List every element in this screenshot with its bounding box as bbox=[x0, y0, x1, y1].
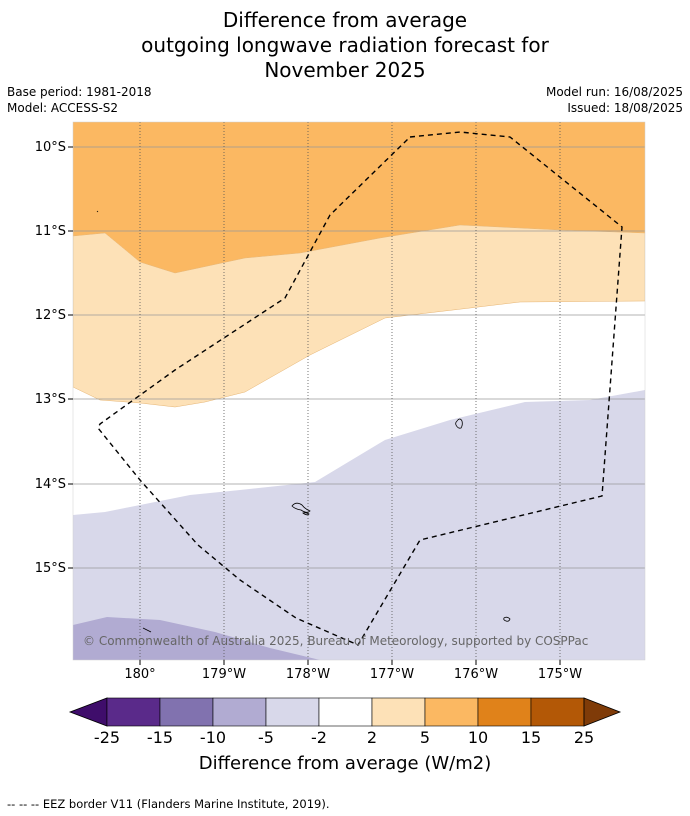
y-axis: 10°S 11°S 12°S 13°S 14°S 15°S bbox=[35, 140, 73, 576]
colorbar-segment bbox=[318, 697, 373, 727]
eez-footnote: -- -- -- EEZ border V11 (Flanders Marine… bbox=[7, 797, 330, 811]
colorbar-segment bbox=[106, 697, 161, 727]
y-tick-label: 14°S bbox=[35, 477, 66, 492]
anomaly-region-purple-light bbox=[73, 390, 645, 660]
y-tick-label: 12°S bbox=[35, 308, 66, 323]
colorbar-segment bbox=[530, 697, 585, 727]
x-tick-label: 179°W bbox=[202, 667, 246, 682]
colorbar-tick-label: 2 bbox=[367, 728, 377, 747]
colorbar-tick-label: 15 bbox=[521, 728, 541, 747]
island-north-west bbox=[96, 210, 99, 213]
colorbar-tick-label: -15 bbox=[147, 728, 173, 747]
colorbar-segment bbox=[424, 697, 479, 727]
colorbar-title: Difference from average (W/m2) bbox=[198, 753, 492, 774]
island-futuna bbox=[291, 502, 311, 513]
x-tick-label: 180° bbox=[124, 667, 155, 682]
colorbar-tick-label: -5 bbox=[258, 728, 274, 747]
model-name: Model: ACCESS-S2 bbox=[7, 101, 119, 115]
x-tick-label: 177°W bbox=[370, 667, 414, 682]
x-axis: 180° 179°W 178°W 177°W 176°W 175°W bbox=[124, 660, 582, 682]
y-tick-label: 13°S bbox=[35, 392, 66, 407]
anomaly-region-orange-strong bbox=[73, 122, 645, 273]
colorbar-tick-label: -25 bbox=[94, 728, 120, 747]
islands bbox=[96, 210, 511, 633]
latitude-gridlines bbox=[73, 146, 645, 569]
y-tick-label: 10°S bbox=[35, 140, 66, 155]
model-run: Model run: 16/08/2025 bbox=[545, 85, 683, 99]
title-line-3: November 2025 bbox=[264, 58, 426, 82]
island-south-west bbox=[142, 627, 152, 633]
colorbar-segment bbox=[371, 697, 426, 727]
anomaly-region-orange-light bbox=[73, 224, 645, 408]
x-tick-label: 175°W bbox=[538, 667, 582, 682]
map-title: Difference from average outgoing longwav… bbox=[0, 8, 690, 83]
y-tick-label: 15°S bbox=[35, 561, 66, 576]
island-alofi bbox=[302, 512, 310, 516]
map-area: © Commonwealth of Australia 2025, Bureau… bbox=[73, 122, 645, 660]
colorbar-extension-high bbox=[583, 697, 622, 727]
colorbar-segment bbox=[477, 697, 532, 727]
colorbar: -25 -15 -10 -5 -2 2 5 10 15 25 bbox=[68, 697, 622, 747]
base-period: Base period: 1981-2018 bbox=[7, 85, 152, 99]
eez-border bbox=[97, 131, 623, 646]
island-south-east bbox=[503, 616, 511, 622]
colorbar-tick-label: -2 bbox=[311, 728, 327, 747]
y-tick-label: 11°S bbox=[35, 224, 66, 239]
map-frame bbox=[72, 121, 646, 661]
issued-date: Issued: 18/08/2025 bbox=[567, 101, 683, 115]
colorbar-extension-low bbox=[68, 697, 108, 727]
copyright-notice: © Commonwealth of Australia 2025, Bureau… bbox=[83, 634, 588, 648]
island-wallis bbox=[455, 418, 463, 429]
colorbar-tick-label: 10 bbox=[468, 728, 488, 747]
colorbar-segment bbox=[265, 697, 320, 727]
metadata-left: Base period: 1981-2018 Model: ACCESS-S2 bbox=[7, 84, 152, 116]
title-line-1: Difference from average bbox=[222, 8, 468, 32]
anomaly-region-purple-medium bbox=[73, 617, 320, 660]
colorbar-segment bbox=[159, 697, 214, 727]
x-tick-label: 178°W bbox=[286, 667, 330, 682]
colorbar-segment bbox=[212, 697, 267, 727]
title-line-2: outgoing longwave radiation forecast for bbox=[141, 33, 549, 57]
metadata-right: Model run: 16/08/2025 Issued: 18/08/2025 bbox=[546, 84, 683, 116]
colorbar-tick-label: 5 bbox=[420, 728, 430, 747]
colorbar-tick-label: -10 bbox=[200, 728, 226, 747]
x-tick-label: 176°W bbox=[454, 667, 498, 682]
colorbar-tick-label: 25 bbox=[574, 728, 594, 747]
